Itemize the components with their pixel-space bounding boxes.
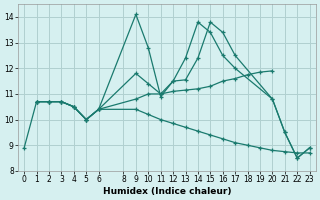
X-axis label: Humidex (Indice chaleur): Humidex (Indice chaleur): [103, 187, 231, 196]
